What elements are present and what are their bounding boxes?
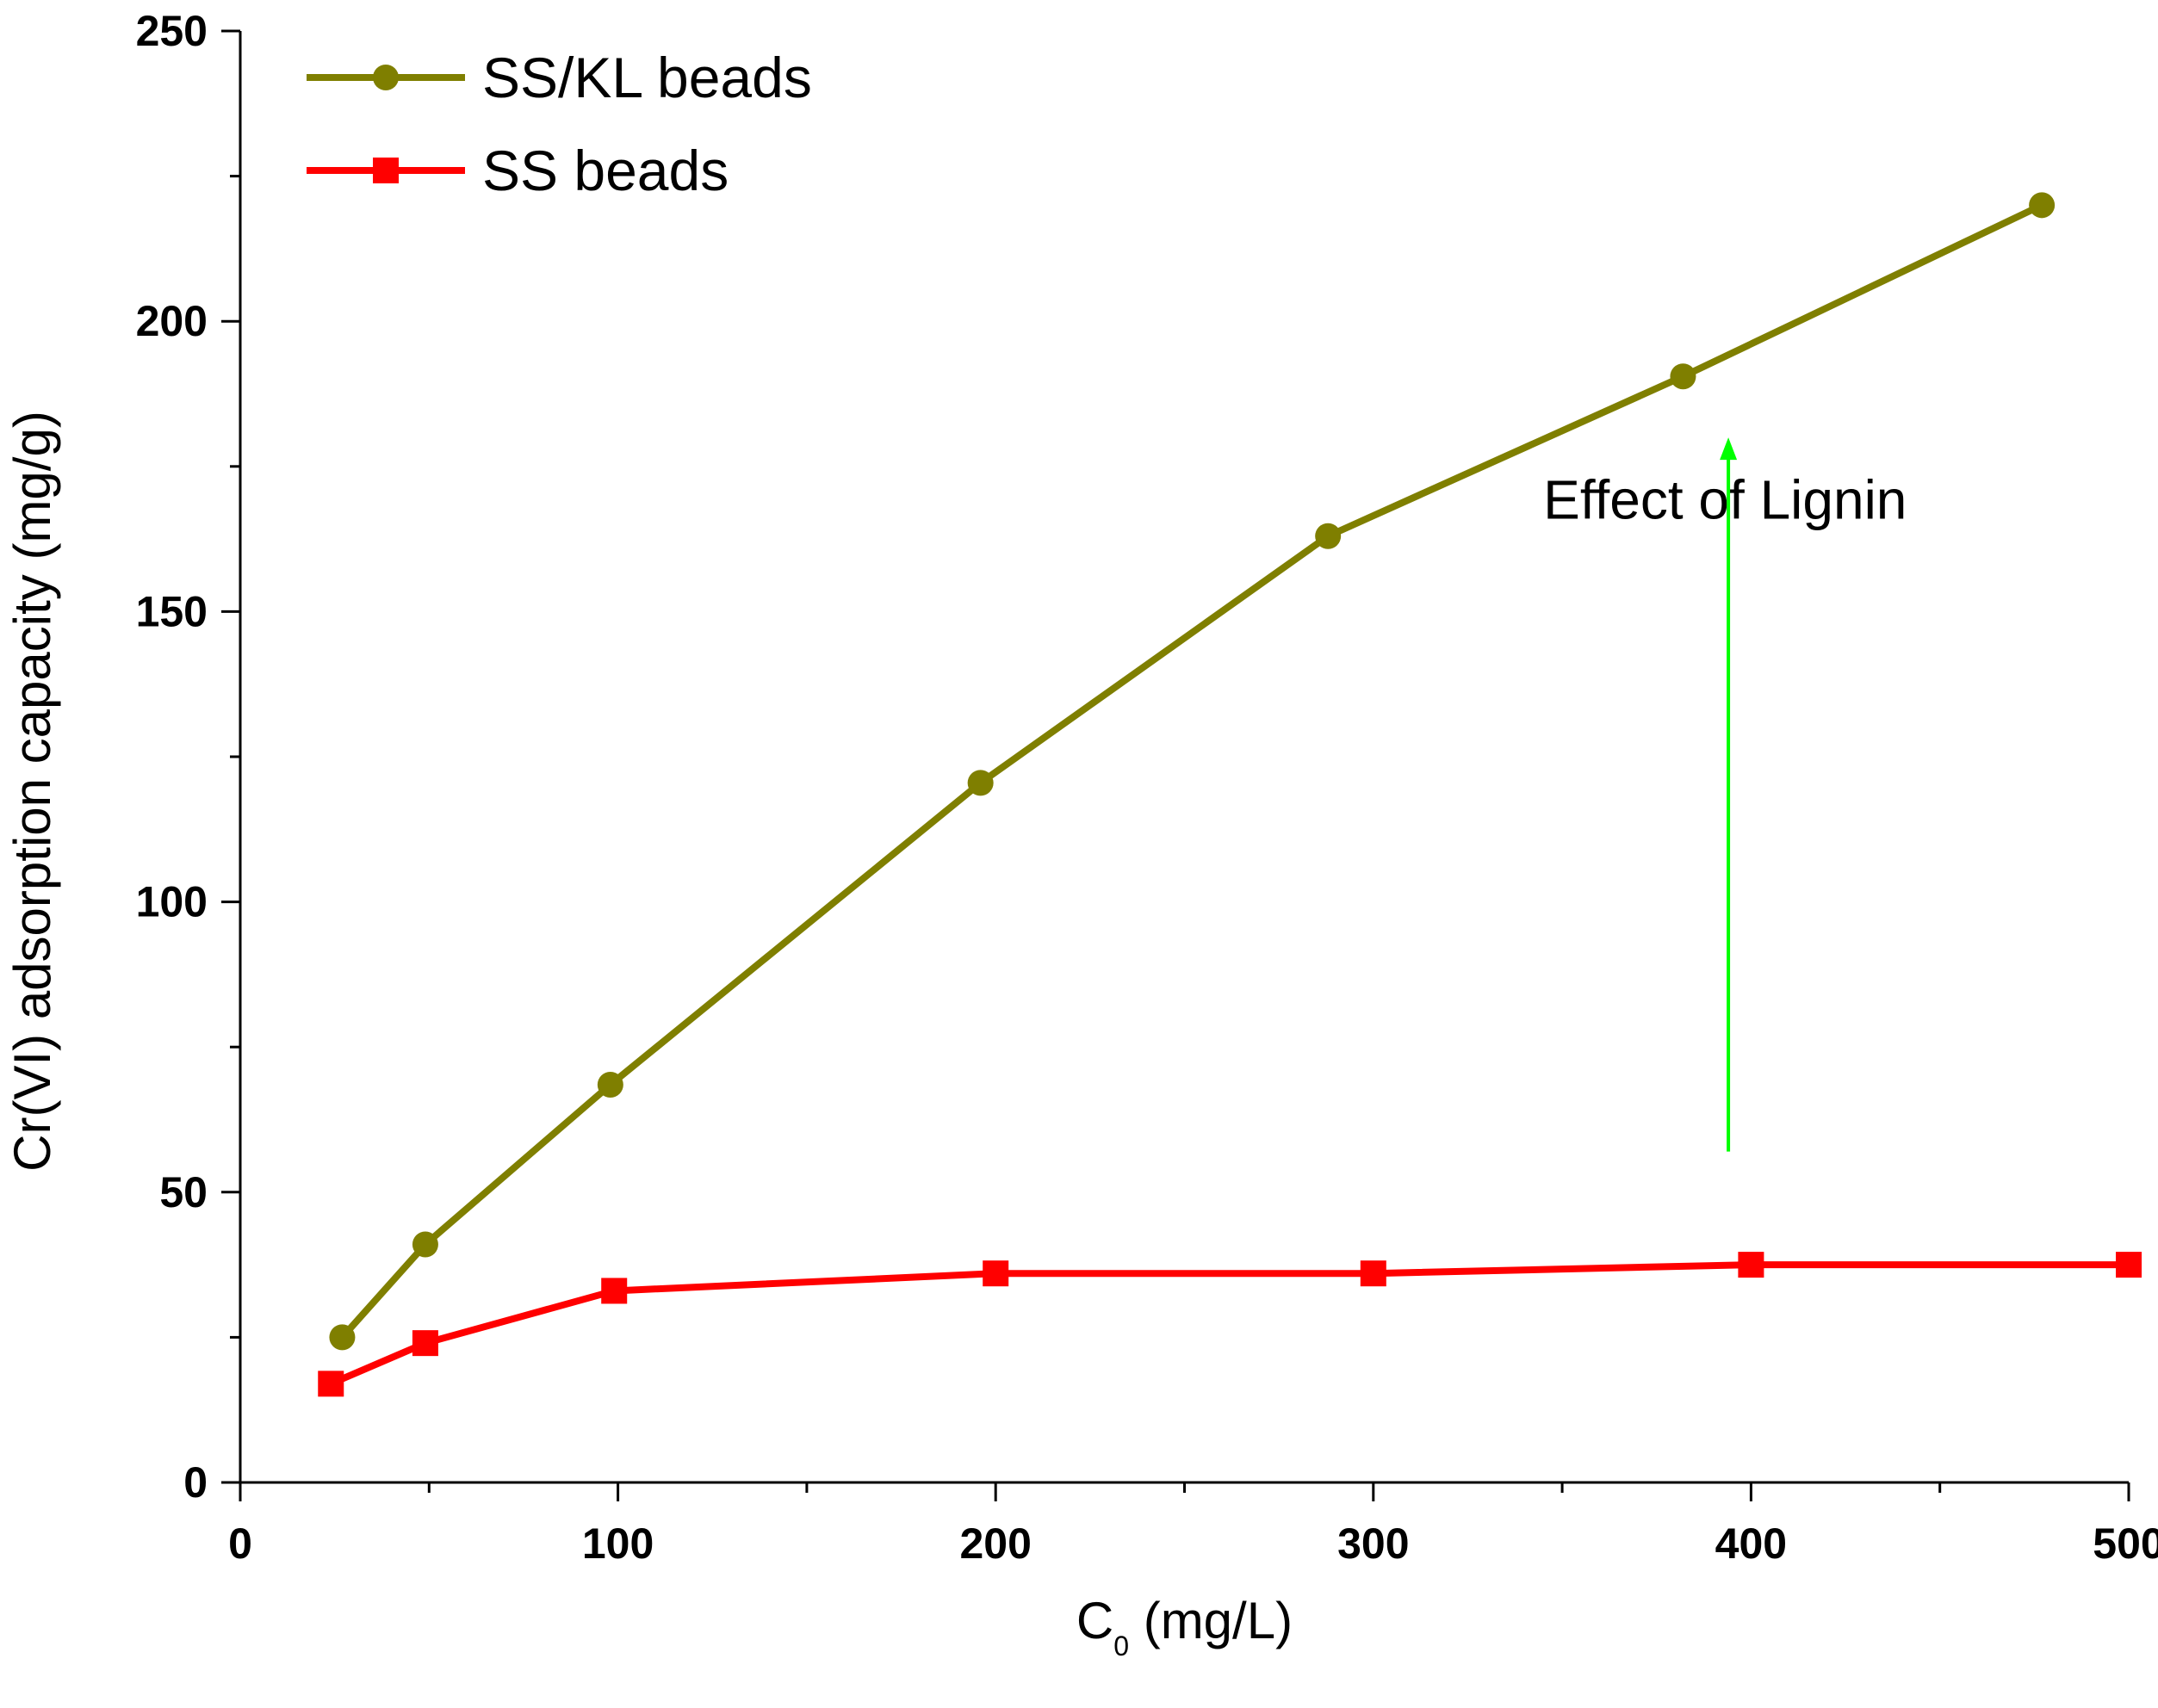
legend: SS/KL beads SS beads: [307, 46, 812, 202]
data-point-square: [412, 1330, 438, 1357]
series-layer: [318, 192, 2142, 1397]
y-axis-title: Cr(VI) adsorption capacity (mg/g): [3, 411, 61, 1172]
y-tick-label: 150: [136, 587, 208, 635]
data-point-circle: [967, 770, 994, 796]
data-point-circle: [2029, 192, 2056, 219]
x-tick-label: 200: [959, 1519, 1031, 1568]
legend-label-ss-kl-beads: SS/KL beads: [482, 46, 812, 109]
x-tick-label: 500: [2093, 1519, 2158, 1568]
data-point-square: [373, 158, 399, 183]
x-tick-label: 100: [582, 1519, 654, 1568]
data-point-square: [601, 1278, 628, 1304]
y-tick-label: 100: [136, 878, 208, 926]
annotation-layer: Effect of Lignin: [1543, 437, 1907, 1152]
data-point-circle: [412, 1231, 438, 1258]
series-1: [318, 1252, 2142, 1397]
annotation-arrow-head: [1720, 437, 1738, 461]
series-line: [339, 201, 2043, 1340]
data-point-square: [1360, 1260, 1386, 1287]
y-tick-label: 250: [136, 7, 208, 55]
data-point-square: [318, 1371, 344, 1397]
data-point-square: [983, 1260, 1009, 1287]
annotation-text: Effect of Lignin: [1543, 468, 1907, 530]
data-point-circle: [329, 1324, 356, 1351]
data-point-circle: [1315, 523, 1342, 549]
data-point-circle: [1670, 363, 1696, 390]
y-tick-label: 200: [136, 297, 208, 345]
data-point-square: [2116, 1252, 2142, 1278]
axes: 0 100 200 300 400 500 0 50 100 150 200 250: [136, 7, 2158, 1568]
data-point-square: [1738, 1252, 1764, 1278]
x-axis-title-main: C: [1076, 1592, 1113, 1649]
x-tick-label: 400: [1715, 1519, 1787, 1568]
x-tick-label: 300: [1337, 1519, 1409, 1568]
y-tick-label: 0: [183, 1458, 208, 1507]
x-tick-label: 0: [228, 1519, 252, 1568]
x-axis-title-unit: (mg/L): [1129, 1592, 1293, 1649]
x-axis-title: C0 (mg/L): [1076, 1592, 1293, 1662]
data-point-circle: [373, 65, 399, 90]
y-tick-label: 50: [159, 1168, 208, 1216]
legend-label-ss-beads: SS beads: [482, 139, 729, 202]
x-axis-title-subscript: 0: [1113, 1631, 1129, 1662]
series-line: [329, 1261, 2129, 1388]
data-point-circle: [597, 1072, 623, 1098]
series-0: [329, 192, 2056, 1351]
